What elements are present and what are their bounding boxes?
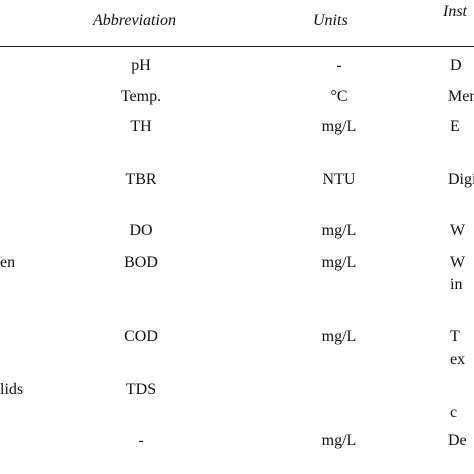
abbreviation-cell: BOD [124,254,158,271]
units-cell: mg/L [321,222,357,239]
header-instrument: Inst [443,3,467,20]
abbreviation-cell: TH [130,118,152,135]
instrument-cell-line2: ex [450,351,466,368]
abbreviation-cell: TDS [125,381,157,398]
units-cell: NTU [322,171,356,188]
units-cell: °C [330,88,348,105]
abbreviation-cell: Temp. [120,88,162,105]
abbreviation-cell: COD [124,328,158,345]
abbreviation-cell: DO [129,222,153,239]
header-abbreviation: Abbreviation [93,12,176,29]
abbreviation-cell: pH [131,57,151,74]
instrument-cell: W [450,254,466,271]
abbreviation-cell: TBR [125,171,157,188]
parameter-cell: lids [0,381,24,398]
units-cell: mg/L [321,328,357,345]
instrument-cell: Mer [448,88,474,105]
units-cell: - [336,57,342,74]
parameter-cell: en [0,254,16,271]
instrument-cell: Digi [448,171,474,188]
units-cell: mg/L [321,118,357,135]
instrument-cell: E [450,118,460,135]
header-rule [0,46,474,47]
instrument-cell: T [450,328,460,345]
abbreviation-cell: - [138,432,144,449]
instrument-cell: D [450,57,462,74]
instrument-cell: De [448,432,467,449]
instrument-cell-line2: c [450,404,458,421]
instrument-cell-line2: in [450,276,463,293]
instrument-cell: W [450,222,466,239]
units-cell: mg/L [321,432,357,449]
units-cell: mg/L [321,254,357,271]
header-units: Units [313,12,348,29]
